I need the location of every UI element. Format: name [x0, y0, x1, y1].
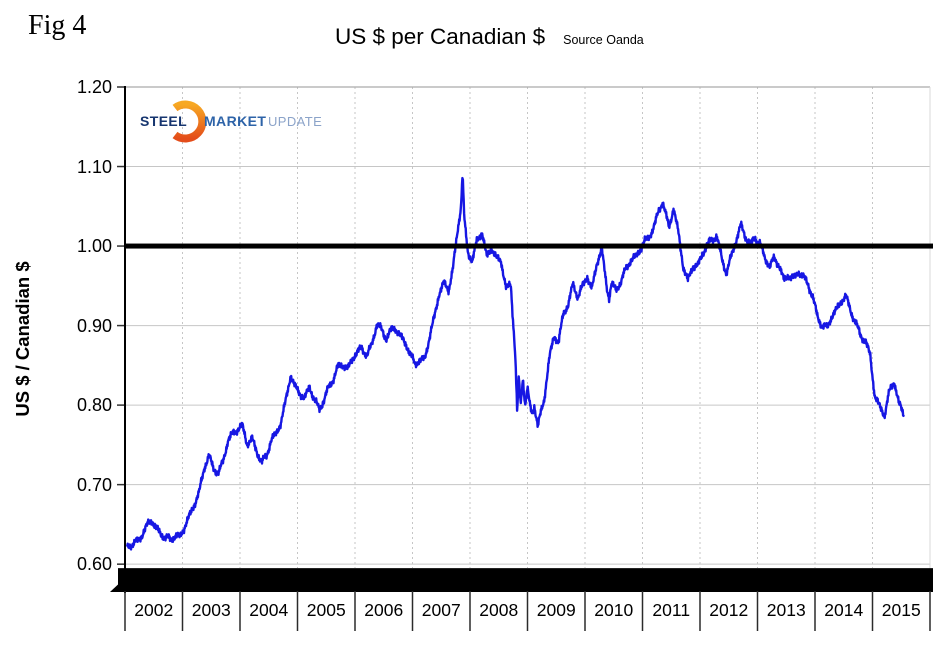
y-tick-label: 1.10: [76, 156, 112, 177]
chart-title: US $ per Canadian $: [335, 24, 546, 49]
parity-reference-line: [125, 243, 933, 249]
x-year-label: 2015: [881, 600, 921, 620]
chart-title-row: US $ per Canadian $ Source Oanda: [335, 24, 644, 50]
bottom-black-bar: [118, 568, 933, 592]
x-year-label: 2012: [709, 600, 749, 620]
x-year-label: 2013: [766, 600, 806, 620]
x-year-label: 2009: [536, 600, 576, 620]
chart-source-label: Source Oanda: [563, 33, 644, 47]
x-year-label: 2003: [191, 600, 231, 620]
bottom-bar-left-notch: [110, 577, 126, 592]
x-year-label: 2014: [824, 600, 864, 620]
x-year-label: 2011: [652, 600, 691, 620]
y-tick-label: 0.60: [76, 554, 112, 575]
y-tick-label: 0.80: [76, 395, 112, 416]
steel-market-update-logo: STEEL MARKET UPDATE: [140, 98, 340, 148]
logo-word-update: UPDATE: [268, 114, 323, 129]
x-year-label: 2005: [306, 600, 346, 620]
logo-word-market: MARKET: [204, 113, 267, 129]
y-tick-label: 1.20: [76, 77, 112, 97]
y-tick-label: 0.90: [76, 315, 112, 336]
x-year-label: 2004: [249, 600, 289, 620]
exchange-rate-line: [126, 176, 905, 551]
logo-swoosh-icon: [172, 100, 207, 143]
logo-word-steel: STEEL: [140, 113, 188, 129]
x-year-label: 2008: [479, 600, 519, 620]
y-tick-label: 0.70: [76, 474, 112, 495]
y-tick-label: 1.00: [76, 236, 112, 257]
x-year-label: 2007: [421, 600, 461, 620]
figure-number-label: Fig 4: [28, 10, 87, 41]
x-year-label: 2010: [594, 600, 634, 620]
x-year-label: 2002: [134, 600, 174, 620]
x-year-label: 2006: [364, 600, 404, 620]
